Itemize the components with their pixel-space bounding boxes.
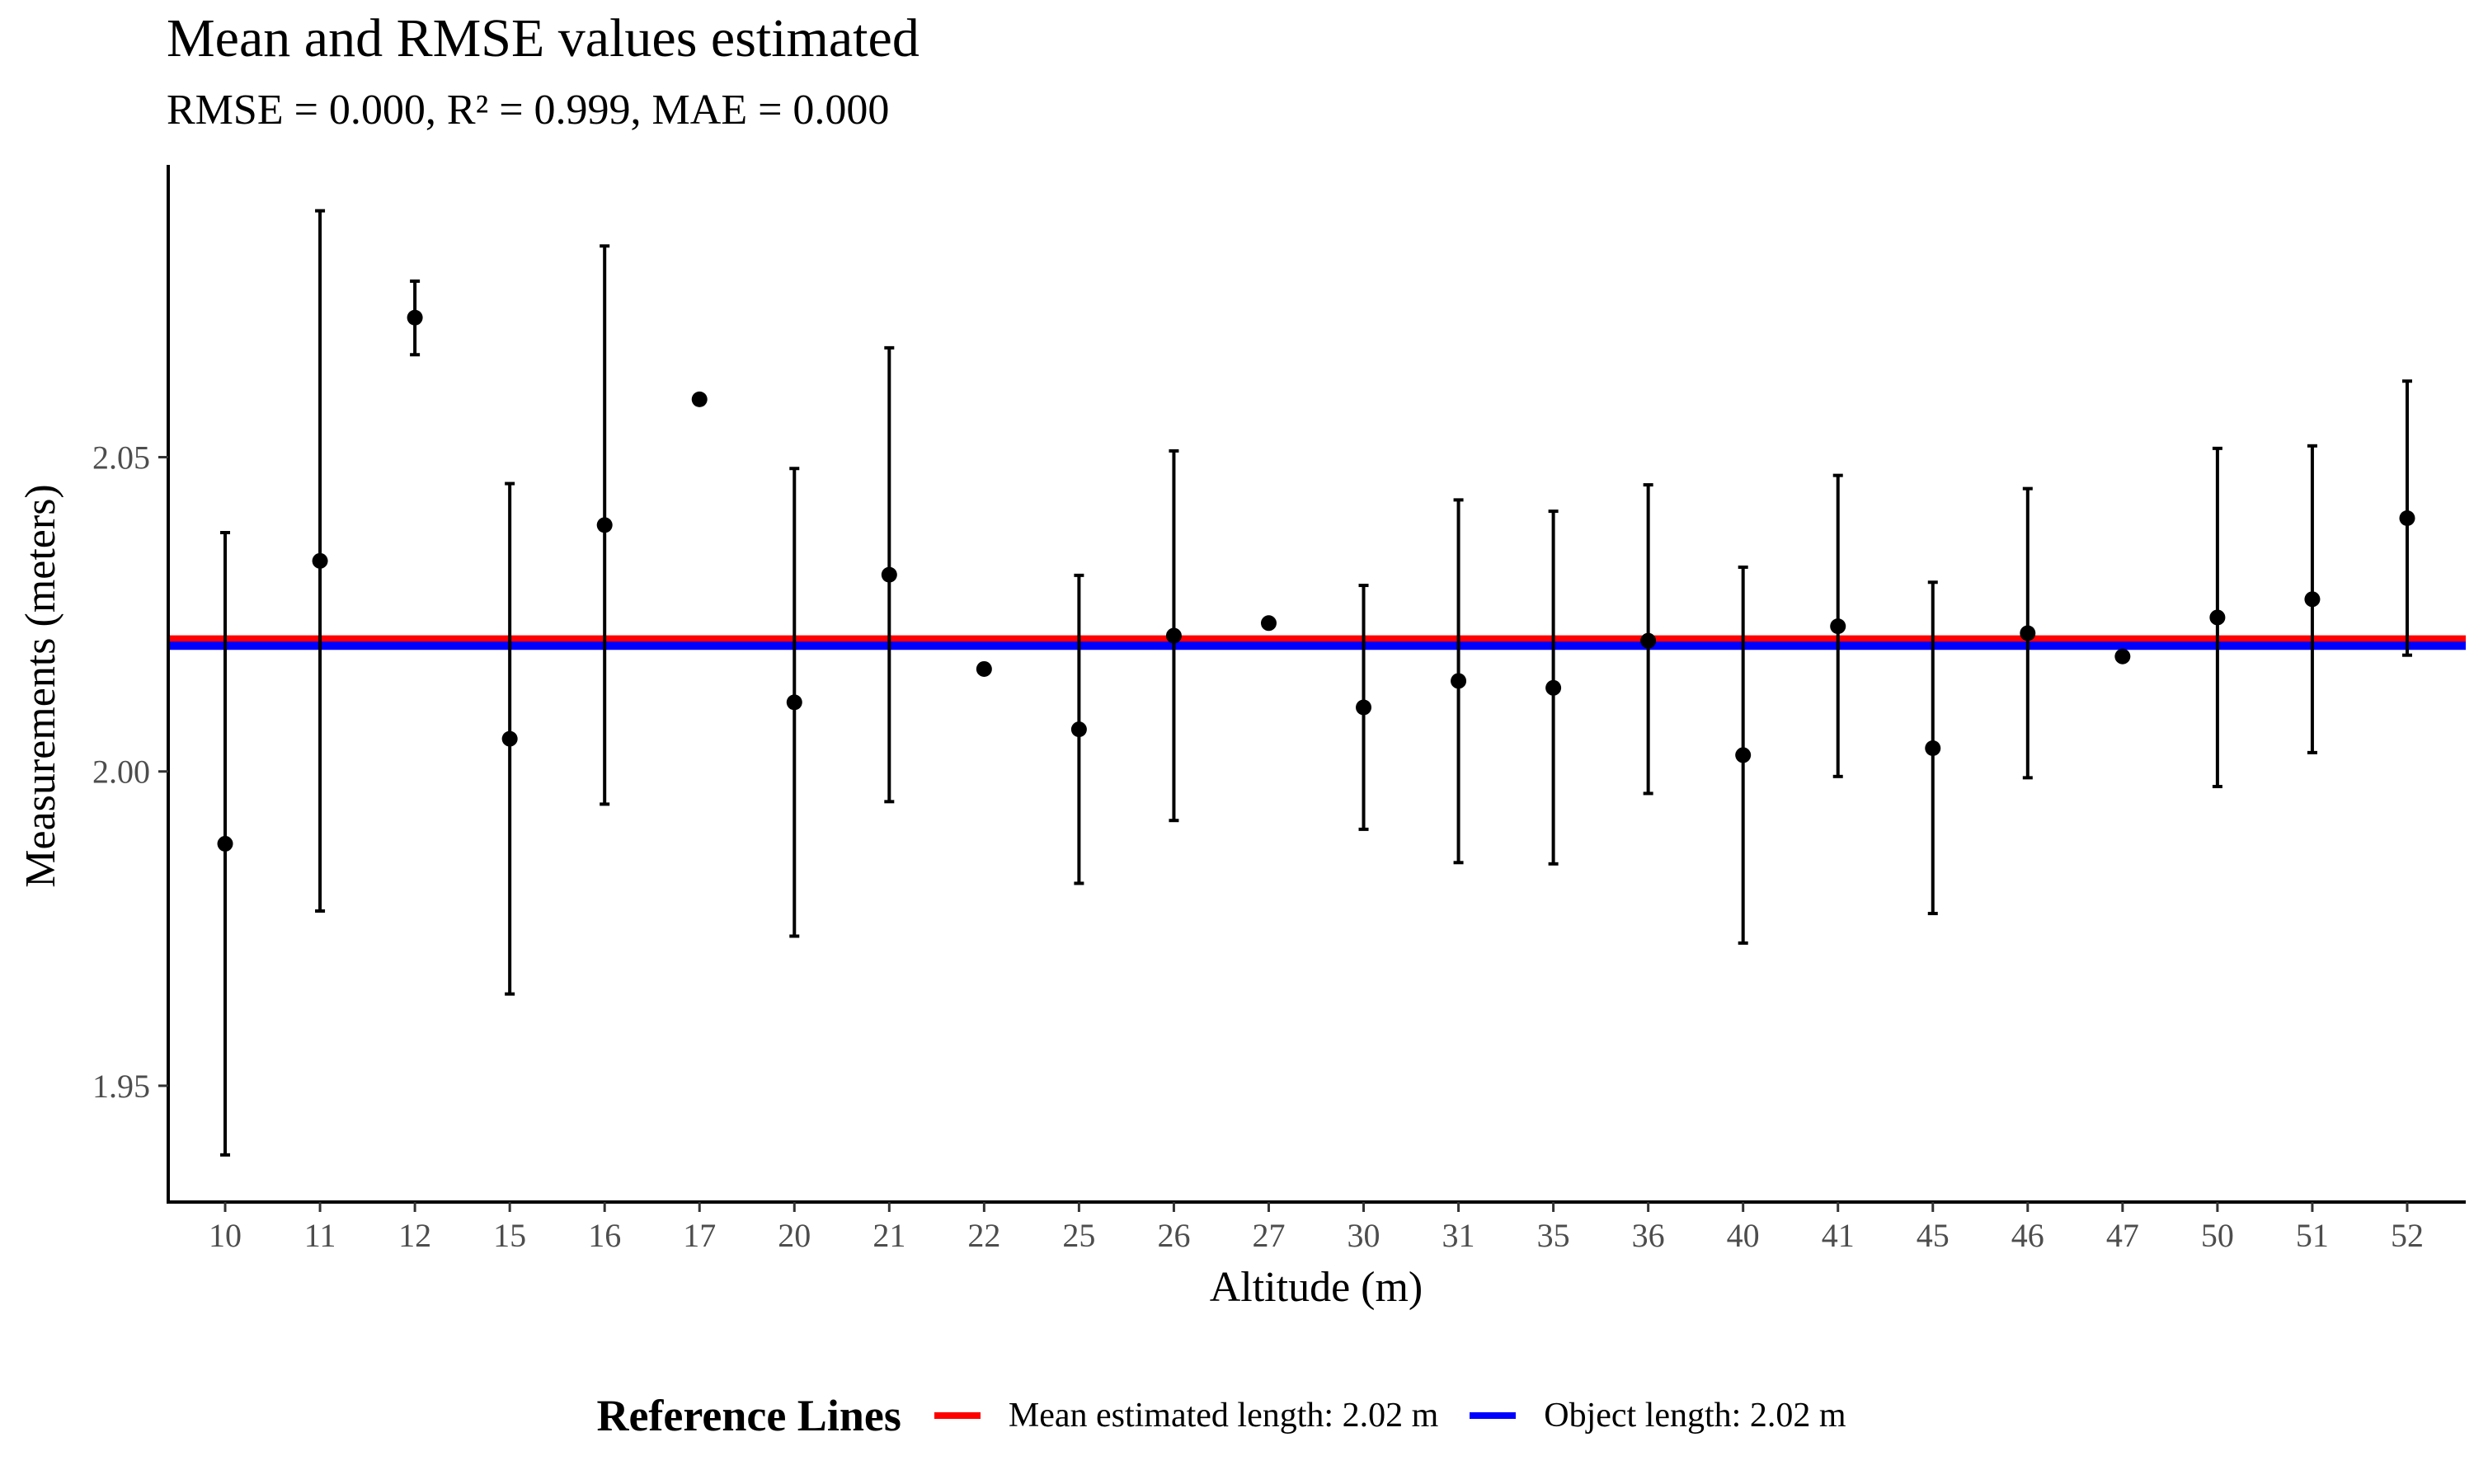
y-tick-label-1.95: 1.95 (92, 1068, 150, 1105)
x-tick-label-10: 10 (209, 1217, 242, 1254)
x-tick-label-47: 47 (2106, 1217, 2139, 1254)
x-tick-label-22: 22 (967, 1217, 1000, 1254)
x-tick-label-30: 30 (1348, 1217, 1380, 1254)
x-tick-label-25: 25 (1062, 1217, 1095, 1254)
data-point-35 (1545, 679, 1562, 696)
legend-swatch-blue (1470, 1412, 1517, 1419)
data-point-17 (691, 391, 708, 407)
x-tick-label-26: 26 (1157, 1217, 1190, 1254)
legend-title: Reference Lines (596, 1391, 901, 1440)
x-tick-label-41: 41 (1822, 1217, 1855, 1254)
data-point-16 (596, 517, 613, 533)
plot-area: 1.95 2.00 2.05 10 11 12 15 16 17 20 21 22 25 26 27 30 3… (17, 165, 2466, 1311)
data-point-50 (2209, 609, 2226, 626)
x-tick-label-17: 17 (683, 1217, 716, 1254)
y-tick-label-2.05: 2.05 (92, 439, 150, 477)
y-axis-title: Measurements (meters) (17, 484, 64, 887)
data-point-10 (217, 835, 233, 852)
x-tick-label-46: 46 (2011, 1217, 2044, 1254)
x-tick-label-52: 52 (2391, 1217, 2424, 1254)
data-point-52 (2399, 510, 2415, 526)
data-point-22 (976, 660, 992, 677)
x-tick-label-11: 11 (304, 1217, 336, 1254)
x-tick-label-50: 50 (2201, 1217, 2234, 1254)
data-point-15 (501, 730, 518, 747)
data-point-47 (2114, 648, 2131, 665)
data-point-46 (2020, 625, 2036, 641)
data-point-20 (786, 694, 802, 711)
x-tick-label-35: 35 (1537, 1217, 1570, 1254)
data-point-25 (1070, 721, 1087, 738)
x-tick-label-20: 20 (778, 1217, 811, 1254)
x-tick-label-45: 45 (1917, 1217, 1950, 1254)
chart-title: Mean and RMSE values estimated (167, 8, 920, 68)
data-point-41 (1830, 618, 1846, 635)
x-tick-label-16: 16 (588, 1217, 621, 1254)
legend-label-mean: Mean estimated length: 2.02 m (1008, 1397, 1439, 1435)
x-tick-label-36: 36 (1632, 1217, 1665, 1254)
legend-swatch-red (934, 1412, 981, 1419)
data-point-30 (1356, 699, 1372, 716)
legend-label-object: Object length: 2.02 m (1544, 1397, 1846, 1435)
data-point-11 (312, 552, 328, 569)
chart-subtitle: RMSE = 0.000, R² = 0.999, MAE = 0.000 (167, 87, 890, 134)
data-point-45 (1925, 740, 1941, 757)
legend-item-object: Object length: 2.02 m (1470, 1396, 1846, 1435)
x-tick-label-40: 40 (1727, 1217, 1760, 1254)
x-axis-title: Altitude (m) (1210, 1264, 1423, 1311)
legend: Reference Lines Mean estimated length: 2… (0, 1387, 2474, 1444)
data-point-51 (2304, 591, 2321, 608)
x-tick-label-31: 31 (1442, 1217, 1475, 1254)
x-tick-label-15: 15 (493, 1217, 526, 1254)
data-point-26 (1165, 627, 1182, 644)
x-tick-label-51: 51 (2296, 1217, 2329, 1254)
x-tick-label-21: 21 (872, 1217, 905, 1254)
data-point-27 (1260, 615, 1277, 632)
y-tick-label-2.00: 2.00 (92, 754, 150, 791)
x-tick-label-12: 12 (398, 1217, 431, 1254)
data-point-40 (1735, 747, 1752, 763)
legend-item-mean: Mean estimated length: 2.02 m (934, 1396, 1438, 1435)
data-point-21 (881, 566, 897, 583)
data-point-36 (1640, 632, 1657, 649)
data-point-31 (1451, 673, 1467, 689)
data-point-12 (407, 309, 423, 326)
x-tick-label-27: 27 (1252, 1217, 1285, 1254)
